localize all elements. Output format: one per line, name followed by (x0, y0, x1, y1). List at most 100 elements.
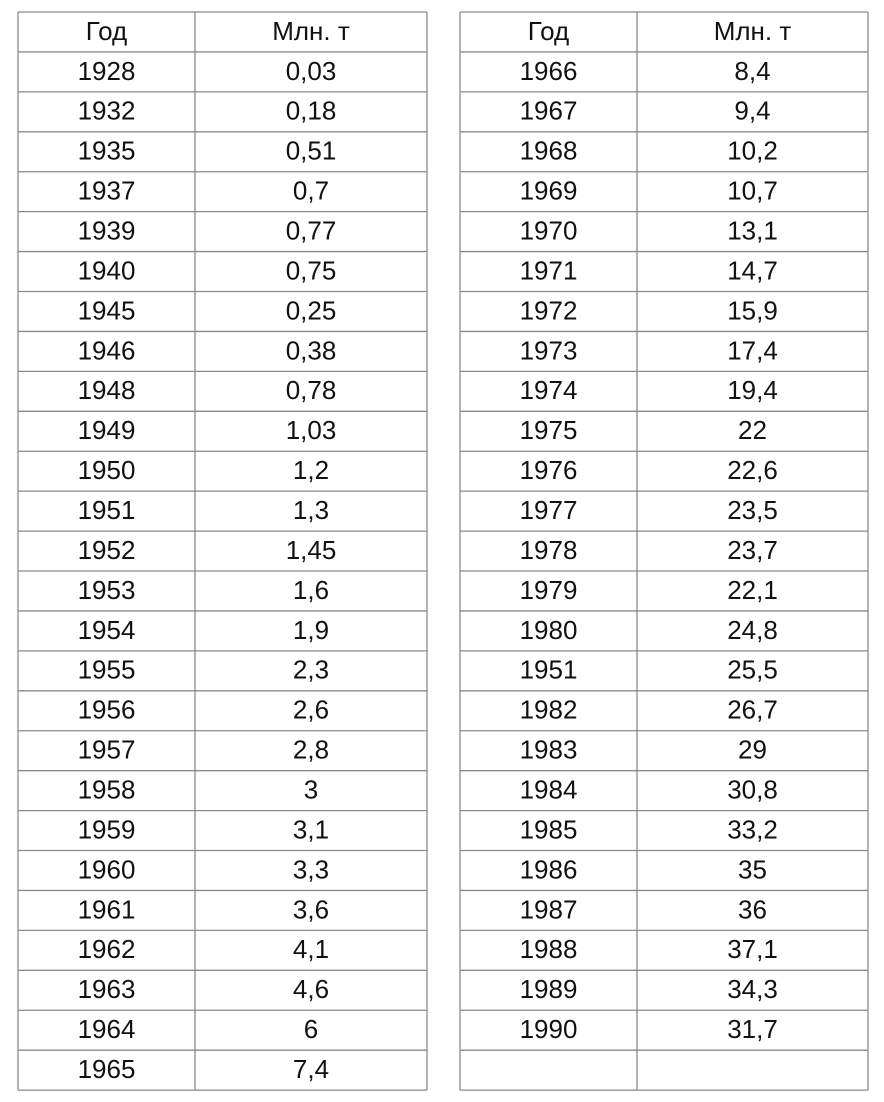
year-cell: 1955 (78, 655, 136, 685)
year-cell: 1956 (78, 695, 136, 725)
value-cell: 34,3 (727, 974, 778, 1004)
year-cell: 1963 (78, 974, 136, 1004)
header-cell: Год (86, 16, 127, 46)
value-cell: 1,03 (286, 415, 337, 445)
value-cell: 26,7 (727, 695, 778, 725)
year-cell: 1959 (78, 814, 136, 844)
year-cell: 1988 (520, 934, 578, 964)
value-cell: 0,7 (293, 176, 329, 206)
year-cell: 1946 (78, 335, 136, 365)
value-cell: 4,6 (293, 974, 329, 1004)
year-cell: 1935 (78, 136, 136, 166)
year-cell: 1974 (520, 375, 578, 405)
year-cell: 1952 (78, 535, 136, 565)
value-cell: 24,8 (727, 615, 778, 645)
year-cell: 1928 (78, 56, 136, 86)
year-cell: 1967 (520, 96, 578, 126)
value-cell: 0,77 (286, 215, 337, 245)
value-cell: 2,3 (293, 655, 329, 685)
value-cell: 9,4 (734, 96, 770, 126)
year-cell: 1987 (520, 894, 578, 924)
year-cell: 1960 (78, 854, 136, 884)
value-cell: 37,1 (727, 934, 778, 964)
year-cell: 1975 (520, 415, 578, 445)
value-cell: 1,9 (293, 615, 329, 645)
year-cell: 1945 (78, 295, 136, 325)
value-cell: 10,7 (727, 176, 778, 206)
value-cell: 22,6 (727, 455, 778, 485)
value-cell: 0,51 (286, 136, 337, 166)
year-cell: 1939 (78, 215, 136, 245)
year-cell: 1961 (78, 894, 136, 924)
value-cell: 0,75 (286, 255, 337, 285)
year-cell: 1972 (520, 295, 578, 325)
value-cell: 23,5 (727, 495, 778, 525)
year-cell: 1965 (78, 1054, 136, 1084)
year-cell: 1985 (520, 814, 578, 844)
year-cell: 1969 (520, 176, 578, 206)
value-cell: 4,1 (293, 934, 329, 964)
value-cell: 25,5 (727, 655, 778, 685)
year-cell: 1979 (520, 575, 578, 605)
year-cell: 1976 (520, 455, 578, 485)
year-cell: 1951 (520, 655, 578, 685)
value-cell: 2,6 (293, 695, 329, 725)
value-cell: 23,7 (727, 535, 778, 565)
value-cell: 1,2 (293, 455, 329, 485)
year-cell: 1951 (78, 495, 136, 525)
year-cell: 1989 (520, 974, 578, 1004)
value-cell: 0,78 (286, 375, 337, 405)
value-cell: 1,3 (293, 495, 329, 525)
value-cell: 17,4 (727, 335, 778, 365)
value-cell: 14,7 (727, 255, 778, 285)
year-cell: 1986 (520, 854, 578, 884)
value-cell: 1,6 (293, 575, 329, 605)
value-cell: 13,1 (727, 215, 778, 245)
value-cell: 3,3 (293, 854, 329, 884)
year-cell: 1977 (520, 495, 578, 525)
year-cell: 1948 (78, 375, 136, 405)
value-cell: 35 (738, 854, 767, 884)
value-cell: 22,1 (727, 575, 778, 605)
year-cell: 1954 (78, 615, 136, 645)
value-cell: 19,4 (727, 375, 778, 405)
year-cell: 1932 (78, 96, 136, 126)
header-cell: Год (528, 16, 569, 46)
year-cell: 1971 (520, 255, 578, 285)
value-cell: 29 (738, 735, 767, 765)
value-cell: 3,1 (293, 814, 329, 844)
year-cell: 1950 (78, 455, 136, 485)
value-cell: 0,18 (286, 96, 337, 126)
value-cell: 3 (304, 775, 318, 805)
value-cell: 8,4 (734, 56, 770, 86)
value-cell: 10,2 (727, 136, 778, 166)
value-cell: 33,2 (727, 814, 778, 844)
year-cell: 1990 (520, 1014, 578, 1044)
year-cell: 1957 (78, 735, 136, 765)
year-cell: 1940 (78, 255, 136, 285)
value-cell: 31,7 (727, 1014, 778, 1044)
value-cell: 2,8 (293, 735, 329, 765)
value-cell: 36 (738, 894, 767, 924)
value-cell: 30,8 (727, 775, 778, 805)
year-cell: 1949 (78, 415, 136, 445)
value-cell: 15,9 (727, 295, 778, 325)
year-cell: 1953 (78, 575, 136, 605)
value-cell: 0,03 (286, 56, 337, 86)
value-cell: 3,6 (293, 894, 329, 924)
value-cell: 7,4 (293, 1054, 329, 1084)
header-cell: Млн. т (714, 16, 792, 46)
header-cell: Млн. т (272, 16, 350, 46)
year-cell: 1962 (78, 934, 136, 964)
year-cell: 1982 (520, 695, 578, 725)
year-cell: 1978 (520, 535, 578, 565)
year-cell: 1980 (520, 615, 578, 645)
year-cell: 1937 (78, 176, 136, 206)
year-cell: 1966 (520, 56, 578, 86)
year-cell: 1964 (78, 1014, 136, 1044)
year-cell: 1970 (520, 215, 578, 245)
year-cell: 1983 (520, 735, 578, 765)
year-cell: 1958 (78, 775, 136, 805)
value-cell: 0,38 (286, 335, 337, 365)
